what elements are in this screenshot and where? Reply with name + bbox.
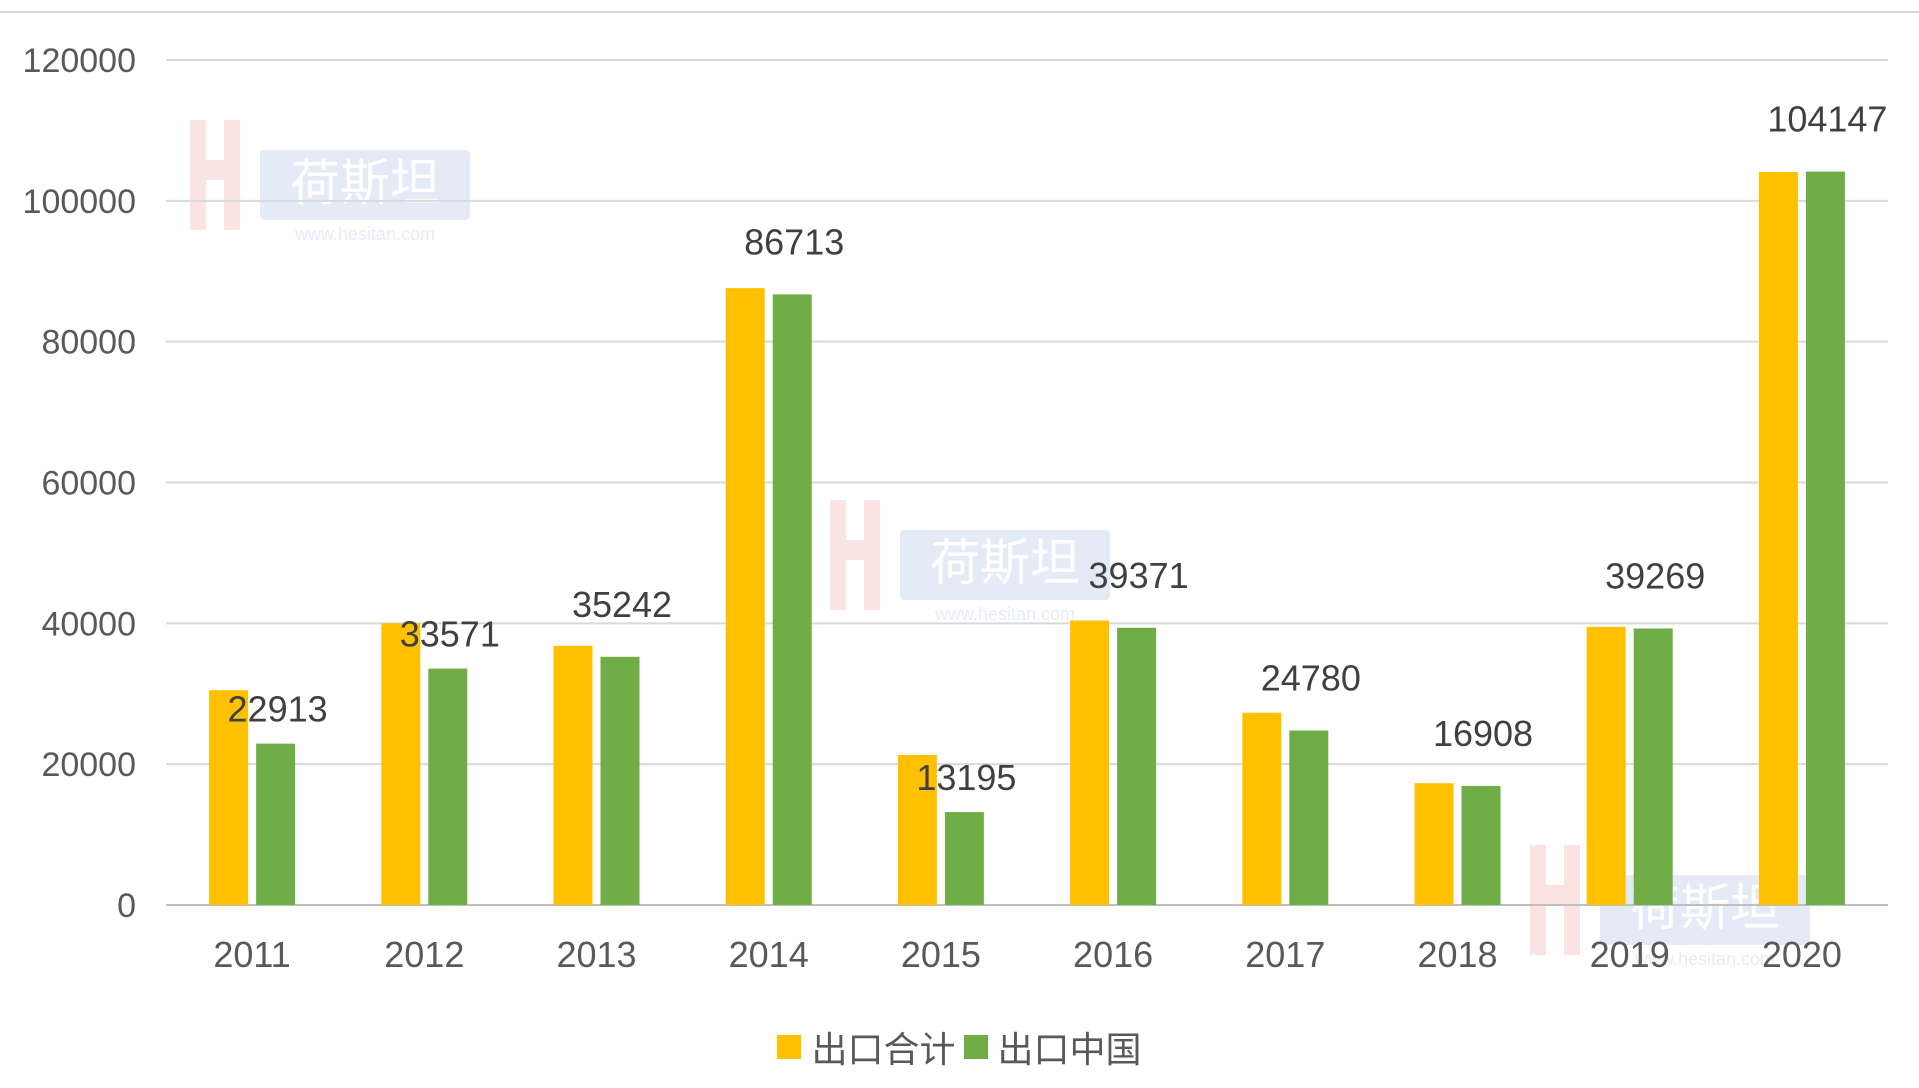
x-tick-label: 2014 <box>729 934 809 975</box>
data-label-2017: 24780 <box>1261 658 1361 699</box>
bar-china-2012 <box>428 668 468 905</box>
watermark-url: www.hesitan.com <box>1634 949 1775 969</box>
bar-china-2018 <box>1461 785 1501 905</box>
legend-label-total: 出口合计 <box>811 1029 956 1070</box>
x-tick-label: 2013 <box>556 934 636 975</box>
legend-swatch-china <box>963 1035 988 1059</box>
bar-total-2020 <box>1758 171 1798 905</box>
watermark-box <box>260 150 470 220</box>
x-axis: 2011 2012 2013 2014 2015 2016 2017 2018 2019 2020 <box>213 934 1842 975</box>
data-label-2016: 39371 <box>1089 555 1189 596</box>
legend-label-china: 出口中国 <box>997 1029 1142 1070</box>
legend-item-china: 出口中国 <box>963 1021 1142 1073</box>
bars <box>209 171 1845 906</box>
bar-china-2015 <box>944 812 984 905</box>
bar-china-2011 <box>256 743 296 905</box>
data-label-2013: 35242 <box>572 584 672 625</box>
y-tick-label: 60000 <box>41 465 136 503</box>
y-tick-label: 100000 <box>23 183 136 221</box>
y-tick-label: 80000 <box>41 324 136 362</box>
data-label-2019: 39269 <box>1605 555 1705 596</box>
bar-total-2019 <box>1586 626 1626 905</box>
data-labels: 22913 33571 35242 86713 13195 39371 24780 16908… <box>228 99 1888 798</box>
x-tick-label: 2017 <box>1245 934 1325 975</box>
x-tick-label: 2020 <box>1762 934 1842 975</box>
legend-swatch-total <box>777 1035 802 1059</box>
watermark-logo: 荷斯坦 www.hesitan.com <box>830 500 1110 624</box>
bar-china-2017 <box>1289 730 1329 905</box>
data-label-2018: 16908 <box>1433 713 1533 754</box>
bar-total-2016 <box>1070 620 1110 905</box>
y-tick-label: 40000 <box>41 605 136 643</box>
bar-china-2013 <box>600 656 640 905</box>
x-tick-label: 2019 <box>1590 934 1670 975</box>
bar-total-2017 <box>1242 712 1282 905</box>
x-tick-label: 2016 <box>1073 934 1153 975</box>
bar-china-2019 <box>1633 628 1673 905</box>
watermark-h-mark <box>190 120 240 230</box>
bar-china-2020 <box>1805 171 1845 906</box>
bar-china-2014 <box>772 294 812 905</box>
watermark-box <box>900 530 1110 600</box>
x-tick-label: 2011 <box>213 934 290 975</box>
watermark-h-mark <box>830 500 880 610</box>
data-label-2011: 22913 <box>228 689 328 730</box>
data-label-2015: 13195 <box>916 757 1016 798</box>
watermark-text: 荷斯坦 <box>290 155 440 211</box>
watermark-url: www.hesitan.com <box>294 224 435 244</box>
bar-china-2016 <box>1117 627 1157 905</box>
bar-total-2014 <box>725 288 765 905</box>
bar-total-2015 <box>897 755 937 905</box>
watermark-text: 荷斯坦 <box>930 535 1080 591</box>
y-tick-label: 120000 <box>23 42 136 80</box>
bar-total-2018 <box>1414 783 1454 905</box>
legend: 出口合计 出口中国 <box>0 1022 1919 1072</box>
data-label-2014: 86713 <box>744 221 844 262</box>
bar-total-2011 <box>209 690 249 905</box>
y-tick-label: 20000 <box>41 746 136 784</box>
x-tick-label: 2018 <box>1417 934 1497 975</box>
watermark-url: www.hesitan.com <box>934 604 1075 624</box>
y-tick-label: 0 <box>117 887 136 925</box>
top-border <box>0 11 1919 13</box>
watermark-h-mark <box>1530 845 1580 955</box>
bar-total-2013 <box>553 645 593 905</box>
legend-item-total: 出口合计 <box>777 1021 956 1073</box>
x-tick-label: 2012 <box>384 934 464 975</box>
data-label-2020: 104147 <box>1767 99 1887 140</box>
y-axis: 0 20000 40000 60000 80000 100000 120000 <box>23 42 136 925</box>
watermark-logo: 荷斯坦 www.hesitan.com <box>190 120 470 244</box>
bar-total-2012 <box>381 623 421 905</box>
x-tick-label: 2015 <box>901 934 981 975</box>
data-label-2012: 33571 <box>400 614 500 655</box>
